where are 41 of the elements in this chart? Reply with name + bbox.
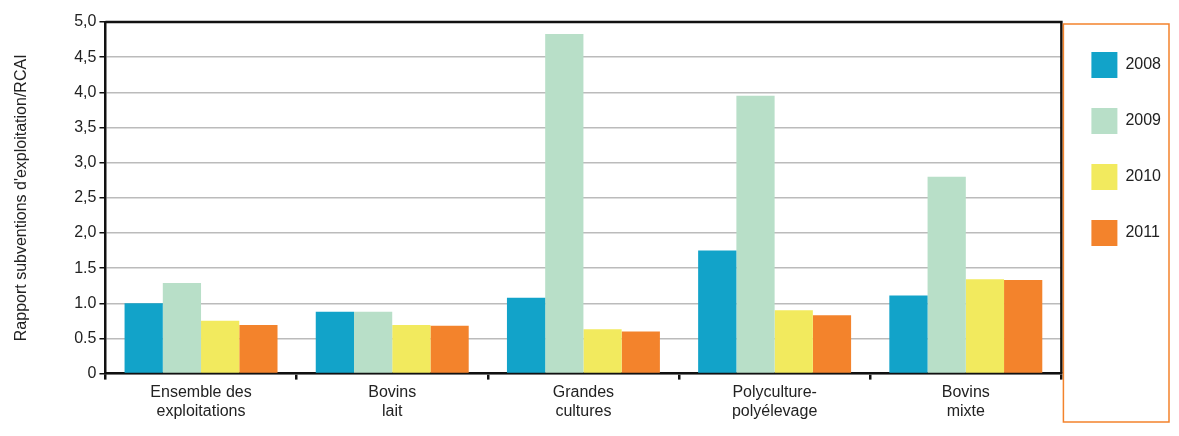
x-tick-label: Ensemble des exploitations [150,382,252,419]
bar [392,325,431,373]
bar [774,310,813,373]
bar [736,95,775,373]
y-tick-label: 5,0 [74,12,97,30]
bar [889,295,928,373]
y-tick-label: 3,0 [74,153,97,171]
x-tick-label: Grandes cultures [552,382,615,419]
y-tick-label: 4,5 [74,47,97,65]
bar [162,282,202,373]
bar [353,311,393,373]
x-tick-label: Bovins lait [368,382,417,419]
bar [583,329,622,373]
bar [621,331,660,373]
bar [201,320,240,373]
bar [812,315,852,373]
bar [1004,280,1043,373]
bar [965,279,1005,373]
y-tick-label: 1.0 [74,293,97,311]
bar [239,325,278,373]
bar [315,311,354,373]
y-tick-label: 3,5 [74,117,97,135]
x-tick-label: Polyculture-polyélevage [731,382,818,419]
y-axis-title: Rapport subventions d'exploitation/RCAI [12,54,30,342]
legend-label: 2010 [1125,167,1162,185]
y-tick-label: 0 [87,364,97,382]
y-tick-label: 2,0 [74,223,97,241]
y-tick-label: 2,5 [74,188,97,206]
legend-label: 2011 [1125,223,1160,241]
legend-label: 2008 [1125,55,1162,73]
y-tick-label: 1.5 [74,258,97,276]
bar [545,33,584,373]
y-tick-label: 0.5 [74,328,97,346]
bar [506,297,546,373]
bar [927,176,966,373]
x-tick-label: Bovins mixte [941,382,990,419]
bar [124,303,163,373]
bar [430,325,469,373]
bar [698,250,737,373]
y-tick-label: 4,0 [74,82,97,100]
legend-label: 2009 [1125,111,1162,129]
